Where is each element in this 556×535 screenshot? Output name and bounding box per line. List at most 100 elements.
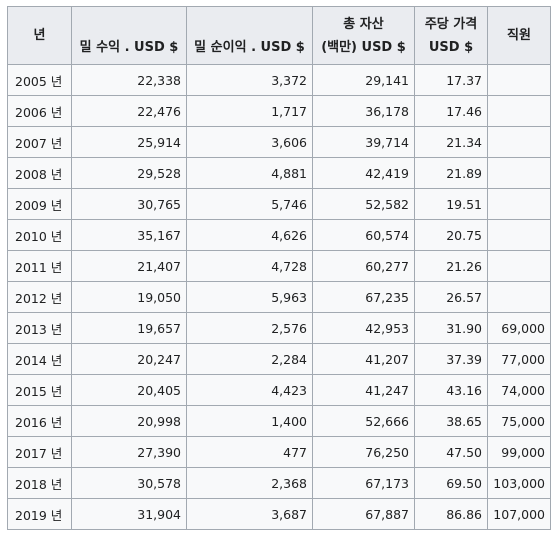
cell-share-price: 37.39 [414,343,488,375]
cell-year: 2015 년 [7,374,72,406]
header-total-assets-line: 총 자산 [343,16,384,32]
table-row: 2015 년 20,405 4,423 41,247 43.16 74,000 [7,374,551,406]
cell-share-price: 17.46 [414,95,488,127]
header-share-price-line: USD $ [428,39,474,55]
header-net-income: 밀 순이익 . USD $ [186,6,313,65]
table-row: 2006 년 22,476 1,717 36,178 17.46 [7,95,551,127]
cell-share-price: 38.65 [414,405,488,437]
cell-total-assets: 36,178 [312,95,415,127]
cell-share-price: 26.57 [414,281,488,313]
cell-share-price: 20.75 [414,219,488,251]
cell-total-assets: 41,247 [312,374,415,406]
cell-revenue: 30,578 [71,467,187,499]
cell-total-assets: 60,277 [312,250,415,282]
cell-share-price: 47.50 [414,436,488,468]
table-row: 2010 년 35,167 4,626 60,574 20.75 [7,219,551,251]
header-revenue-line: 밀 수익 . USD $ [79,39,179,55]
cell-net-income: 4,626 [186,219,313,251]
cell-employees: 74,000 [487,374,551,406]
header-employees-line: 직원 [507,28,531,43]
cell-revenue: 20,998 [71,405,187,437]
cell-employees [487,219,551,251]
cell-year: 2007 년 [7,126,72,158]
table-row: 2013 년 19,657 2,576 42,953 31.90 69,000 [7,312,551,344]
table-row: 2012 년 19,050 5,963 67,235 26.57 [7,281,551,313]
cell-employees: 107,000 [487,498,551,530]
cell-revenue: 31,904 [71,498,187,530]
cell-net-income: 4,423 [186,374,313,406]
cell-net-income: 2,368 [186,467,313,499]
table-row: 2009 년 30,765 5,746 52,582 19.51 [7,188,551,220]
cell-revenue: 27,390 [71,436,187,468]
cell-net-income: 477 [186,436,313,468]
cell-revenue: 35,167 [71,219,187,251]
cell-year: 2012 년 [7,281,72,313]
cell-net-income: 3,687 [186,498,313,530]
cell-employees [487,64,551,96]
cell-share-price: 17.37 [414,64,488,96]
cell-employees: 69,000 [487,312,551,344]
cell-year: 2018 년 [7,467,72,499]
cell-revenue: 19,657 [71,312,187,344]
cell-share-price: 31.90 [414,312,488,344]
cell-employees [487,95,551,127]
cell-net-income: 5,963 [186,281,313,313]
cell-share-price: 86.86 [414,498,488,530]
table-row: 2005 년 22,338 3,372 29,141 17.37 [7,64,551,96]
cell-total-assets: 60,574 [312,219,415,251]
cell-total-assets: 76,250 [312,436,415,468]
header-year-line: 년 [33,28,46,43]
cell-net-income: 5,746 [186,188,313,220]
cell-net-income: 4,728 [186,250,313,282]
table-row: 2011 년 21,407 4,728 60,277 21.26 [7,250,551,282]
cell-total-assets: 52,666 [312,405,415,437]
cell-revenue: 25,914 [71,126,187,158]
cell-total-assets: 29,141 [312,64,415,96]
cell-year: 2005 년 [7,64,72,96]
cell-employees [487,126,551,158]
cell-net-income: 1,400 [186,405,313,437]
header-share-price: 주당 가격 USD $ [414,6,488,65]
cell-total-assets: 52,582 [312,188,415,220]
table-row: 2019 년 31,904 3,687 67,887 86.86 107,000 [7,498,551,530]
cell-year: 2014 년 [7,343,72,375]
header-employees: 직원 [487,6,551,65]
cell-employees: 77,000 [487,343,551,375]
cell-total-assets: 67,887 [312,498,415,530]
cell-total-assets: 39,714 [312,126,415,158]
cell-year: 2008 년 [7,157,72,189]
cell-revenue: 29,528 [71,157,187,189]
cell-revenue: 30,765 [71,188,187,220]
cell-employees: 99,000 [487,436,551,468]
table-row: 2008 년 29,528 4,881 42,419 21.89 [7,157,551,189]
table-row: 2007 년 25,914 3,606 39,714 21.34 [7,126,551,158]
table-row: 2018 년 30,578 2,368 67,173 69.50 103,000 [7,467,551,499]
header-revenue-line [75,13,183,36]
cell-total-assets: 42,953 [312,312,415,344]
cell-share-price: 21.34 [414,126,488,158]
cell-share-price: 19.51 [414,188,488,220]
table-row: 2014 년 20,247 2,284 41,207 37.39 77,000 [7,343,551,375]
cell-employees [487,157,551,189]
cell-year: 2016 년 [7,405,72,437]
cell-employees [487,281,551,313]
cell-employees: 75,000 [487,405,551,437]
cell-year: 2010 년 [7,219,72,251]
header-share-price-line: 주당 가격 [424,16,478,32]
cell-net-income: 4,881 [186,157,313,189]
cell-net-income: 3,606 [186,126,313,158]
cell-revenue: 22,338 [71,64,187,96]
cell-total-assets: 67,235 [312,281,415,313]
cell-net-income: 1,717 [186,95,313,127]
cell-total-assets: 42,419 [312,157,415,189]
header-revenue: 밀 수익 . USD $ [71,6,187,65]
header-net-income-line: 밀 순이익 . USD $ [194,39,305,55]
cell-revenue: 21,407 [71,250,187,282]
table-body: 2005 년 22,338 3,372 29,141 17.37 2006 년 22,476… [7,64,551,530]
cell-employees [487,250,551,282]
cell-net-income: 3,372 [186,64,313,96]
cell-share-price: 69.50 [414,467,488,499]
header-net-income-line [190,13,309,36]
